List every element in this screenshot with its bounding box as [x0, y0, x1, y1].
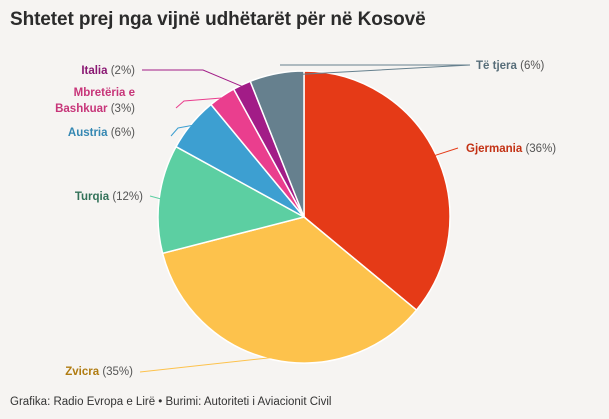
slice-labels: Gjermania (36%) Zvicra (35%) Turqia (12%) A…: [55, 60, 556, 378]
slice-label-turqia: Turqia (12%): [75, 191, 143, 203]
slice-label-mbreteria-e-bashkuar: Mbretëria e Bashkuar (3%): [55, 87, 135, 115]
pie-slice-te-tjera: [249, 70, 305, 218]
leader-lines: [139, 64, 471, 373]
pie-slice-zvicra: [161, 216, 418, 364]
slice-label-italia: Italia (2%): [81, 65, 135, 77]
slice-label-te-tjera: Të tjera (6%): [476, 60, 545, 72]
leader-line-turqia: [149, 195, 162, 200]
leader-line-mbreteria-e-bashkuar: [175, 97, 224, 109]
leader-line-te-tjera: [276, 64, 471, 77]
pie-slices: [157, 70, 451, 364]
slice-label-austria: Austria (6%): [68, 127, 135, 139]
leader-line-zvicra: [139, 357, 273, 373]
leader-line-austria: [170, 124, 194, 137]
chart-title: Shtetet prej nga vijnë udhëtarët për në …: [10, 9, 426, 30]
leader-line-gjermania: [434, 147, 459, 157]
source-footer: Grafika: Radio Evropa e Lirë • Burimi: A…: [10, 396, 332, 408]
slice-label-zvicra: Zvicra (35%): [65, 366, 133, 378]
leader-line-italia: [142, 69, 243, 88]
slice-label-gjermania: Gjermania (36%): [466, 143, 556, 155]
